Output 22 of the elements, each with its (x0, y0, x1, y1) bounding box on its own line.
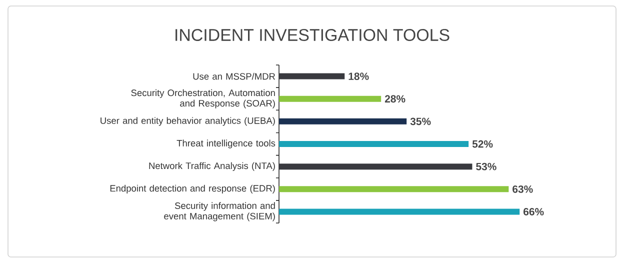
data-label: 18% (348, 72, 369, 80)
bar (279, 118, 407, 124)
data-label: 53% (476, 162, 496, 170)
bar (279, 186, 509, 192)
data-label: 63% (512, 185, 533, 193)
data-label: 52% (472, 140, 493, 148)
y-tick-label: Network Traffic Analysis (NTA) (149, 162, 275, 171)
y-tick-label: Use an MSSP/MDR (193, 72, 276, 80)
bar (279, 208, 520, 215)
y-tick-label: Endpoint detection and response (EDR) (110, 184, 275, 194)
y-tick-label: Security information and event Management (SIEM) (164, 202, 275, 222)
bar (279, 96, 382, 102)
data-label: 66% (524, 208, 544, 216)
y-tick-label: User and entity behavior analytics (UEBA) (100, 117, 275, 126)
chart-title: INCIDENT INVESTIGATION TOOLS (176, 29, 450, 41)
bar (279, 141, 469, 148)
data-label: 35% (410, 118, 431, 126)
bar (279, 164, 472, 170)
bar (279, 73, 345, 80)
data-label: 28% (384, 95, 406, 103)
y-tick-label: Security Orchestration, Automation and Response (SOAR) (131, 89, 275, 108)
y-tick-label: Threat intelligence tools (176, 140, 276, 148)
